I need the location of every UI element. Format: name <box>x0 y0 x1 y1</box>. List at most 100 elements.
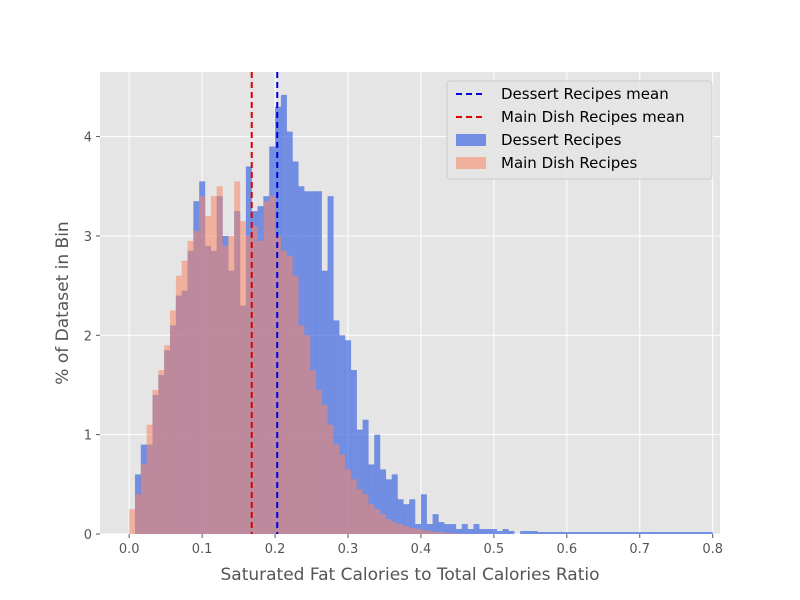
dessert-bar <box>420 494 427 534</box>
y-tick-label: 4 <box>84 131 92 146</box>
main-dish-bar <box>385 519 392 534</box>
legend-label: Dessert Recipes <box>501 131 622 149</box>
main-dish-bar <box>444 533 451 534</box>
dessert-bar <box>350 370 357 534</box>
dessert-bar <box>701 532 708 534</box>
main-dish-bar <box>333 444 340 534</box>
dessert-bar <box>485 529 492 534</box>
dessert-bar <box>461 524 468 534</box>
main-dish-bar <box>426 531 433 534</box>
main-dish-bar <box>315 389 322 534</box>
dessert-bar <box>607 532 614 534</box>
main-dish-bar <box>193 230 200 534</box>
dessert-bar <box>508 531 515 534</box>
dessert-bar <box>642 532 649 534</box>
main-dish-bar <box>245 235 252 534</box>
dessert-bar <box>345 340 352 534</box>
main-dish-bar <box>158 370 165 534</box>
dessert-bar <box>631 532 637 534</box>
y-tick-label: 2 <box>84 329 92 344</box>
main-dish-bar <box>280 250 287 534</box>
main-dish-bar <box>286 255 293 534</box>
main-dish-bar <box>187 240 194 534</box>
dessert-bar <box>590 532 597 534</box>
dessert-bar <box>321 270 328 534</box>
main-dish-bar <box>403 526 410 534</box>
main-dish-bar <box>397 524 404 534</box>
x-tick-label: 0.2 <box>265 542 286 557</box>
dessert-bar <box>450 524 457 534</box>
main-dish-bar <box>345 469 352 534</box>
x-axis-label: Saturated Fat Calories to Total Calories… <box>221 565 600 585</box>
dessert-bar <box>362 419 369 534</box>
main-dish-bar <box>175 275 182 534</box>
dessert-bar <box>566 532 573 534</box>
main-dish-bar <box>164 345 171 534</box>
dessert-bar <box>438 522 445 534</box>
x-tick-label: 0.5 <box>484 542 505 557</box>
dessert-bar <box>397 499 404 534</box>
main-dish-bar <box>135 494 141 534</box>
main-dish-bar <box>339 454 346 534</box>
x-tick-label: 0.4 <box>411 542 432 557</box>
dessert-bar <box>385 479 392 534</box>
dessert-bar <box>683 532 690 534</box>
legend-box <box>446 80 713 180</box>
legend-label: Main Dish Recipes <box>501 154 638 172</box>
dessert-bar <box>479 529 486 534</box>
dessert-bar <box>648 532 655 534</box>
dessert-bar <box>537 532 544 534</box>
main-dish-bar <box>415 529 422 534</box>
dessert-bar <box>473 524 480 534</box>
dessert-bar <box>677 532 684 534</box>
y-tick-label: 1 <box>84 429 92 444</box>
main-dish-bar <box>380 514 387 534</box>
dessert-bar <box>496 531 503 534</box>
main-dish-bar <box>170 310 177 534</box>
x-tick-label: 0.6 <box>556 542 577 557</box>
main-dish-bar <box>438 532 445 534</box>
dessert-bar <box>654 532 661 534</box>
dessert-bar <box>706 532 713 534</box>
dessert-bar <box>327 196 334 534</box>
main-dish-bar <box>140 464 147 534</box>
main-dish-bar <box>368 504 375 534</box>
main-dish-bar <box>450 533 457 534</box>
dessert-bar <box>467 529 474 534</box>
dessert-bar <box>584 532 591 534</box>
main-dish-bar <box>420 530 427 534</box>
dessert-bar <box>444 524 451 534</box>
dessert-bar <box>560 532 567 534</box>
dessert-bar <box>625 532 632 534</box>
dessert-bar <box>490 529 497 534</box>
main-dish-bar <box>257 240 264 534</box>
main-dish-bar <box>391 522 398 534</box>
main-dish-bar <box>181 260 188 534</box>
x-tick-label: 0.0 <box>119 542 140 557</box>
dessert-bar <box>520 531 527 534</box>
main-dish-bar <box>210 196 217 534</box>
mean-lines <box>250 72 279 534</box>
dessert-bar <box>572 532 579 534</box>
x-tick-label: 0.8 <box>702 542 723 557</box>
main-dish-bar <box>304 335 311 534</box>
dessert-bar <box>356 429 363 534</box>
main-dish-bar <box>152 389 159 534</box>
y-tick-label: 0 <box>84 528 92 543</box>
dessert-bar <box>333 320 340 534</box>
dessert-bar <box>531 531 538 534</box>
y-axis-label: % of Dataset in Bin <box>53 221 73 384</box>
main-dish-bar <box>327 424 334 534</box>
main-dish-bar <box>298 325 305 534</box>
main-dish-bar <box>362 494 369 534</box>
main-dish-bar <box>205 216 212 534</box>
main-dish-bar <box>146 424 153 534</box>
dessert-bar <box>671 532 678 534</box>
dessert-bar <box>455 529 462 534</box>
dessert-bar <box>432 514 439 534</box>
dessert-bar <box>666 532 673 534</box>
y-tick-label: 3 <box>84 230 92 245</box>
dessert-bar <box>695 532 702 534</box>
dessert-bar <box>619 532 626 534</box>
